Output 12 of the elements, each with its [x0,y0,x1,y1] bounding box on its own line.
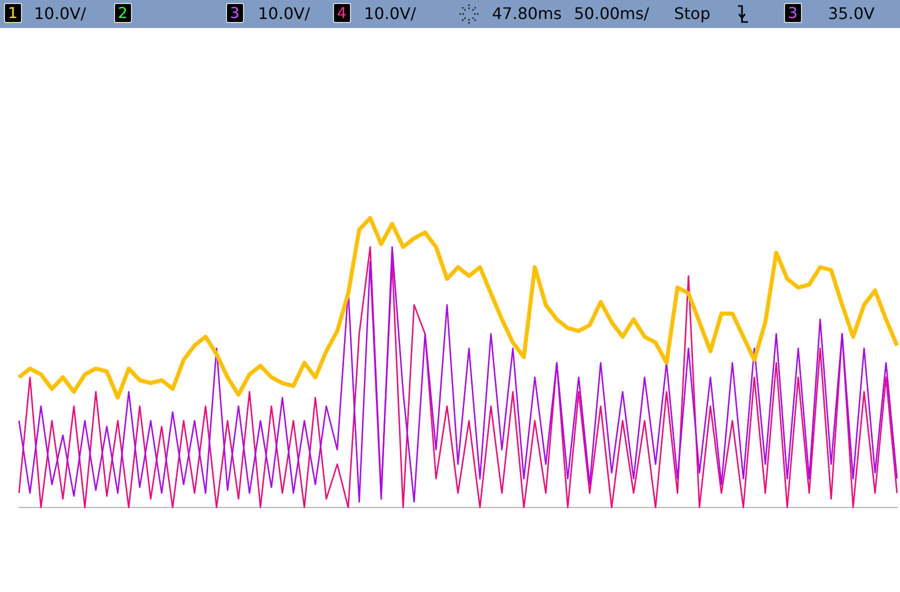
text: 3 [226,3,244,23]
text: 10.0V/ [258,4,310,23]
text: 10.0V/ [34,4,86,23]
text: 10.0V/ [364,4,416,23]
text: 35.0V [828,4,875,23]
text: Stop [674,4,710,23]
text: 2 [114,3,132,23]
text: 50.00ms/ [574,4,650,23]
text: 1 [4,3,22,23]
text: 47.80ms [492,4,562,23]
text: 3 [784,3,802,23]
text: 4 [333,3,351,23]
